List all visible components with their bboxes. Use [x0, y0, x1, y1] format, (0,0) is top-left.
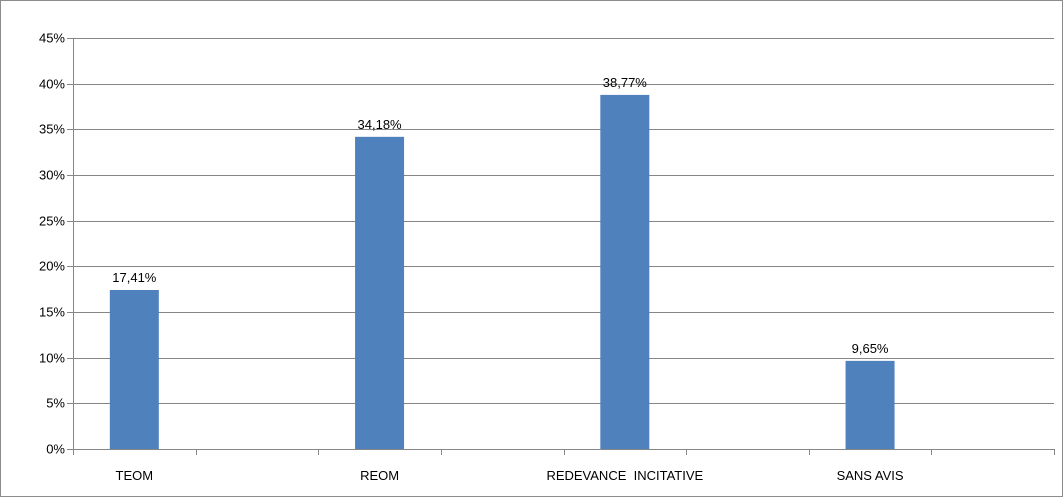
axes [67, 38, 1055, 455]
y-tick-label: 35% [39, 122, 65, 137]
y-tick-label: 10% [39, 351, 65, 366]
gridlines [73, 38, 1054, 404]
bar-2 [355, 136, 405, 449]
data-label: 17,41% [112, 270, 157, 285]
bars [109, 94, 895, 449]
x-category-label: TEOM [116, 468, 154, 483]
data-label: 9,65% [852, 341, 889, 356]
bar-3 [600, 94, 650, 449]
y-tick-label: 15% [39, 305, 65, 320]
x-category-label: REDEVANCE INCITATIVE [546, 468, 703, 483]
bar-1 [109, 289, 159, 449]
x-category-label: REOM [360, 468, 399, 483]
y-tick-label: 30% [39, 168, 65, 183]
y-tick-label: 20% [39, 259, 65, 274]
y-tick-label: 40% [39, 77, 65, 92]
y-tick-label: 25% [39, 214, 65, 229]
data-label: 34,18% [358, 117, 403, 132]
data-label: 38,77% [603, 75, 648, 90]
labels: 0% 5% 10% 15% 20% 25% 30% 35% 40% 45% 17,41% TEOM 34… [39, 31, 904, 484]
y-tick-label: 0% [46, 442, 65, 457]
bar-4 [845, 360, 895, 449]
y-tick-label: 5% [46, 396, 65, 411]
y-tick-label: 45% [39, 31, 65, 46]
x-category-label: SANS AVIS [837, 468, 904, 483]
